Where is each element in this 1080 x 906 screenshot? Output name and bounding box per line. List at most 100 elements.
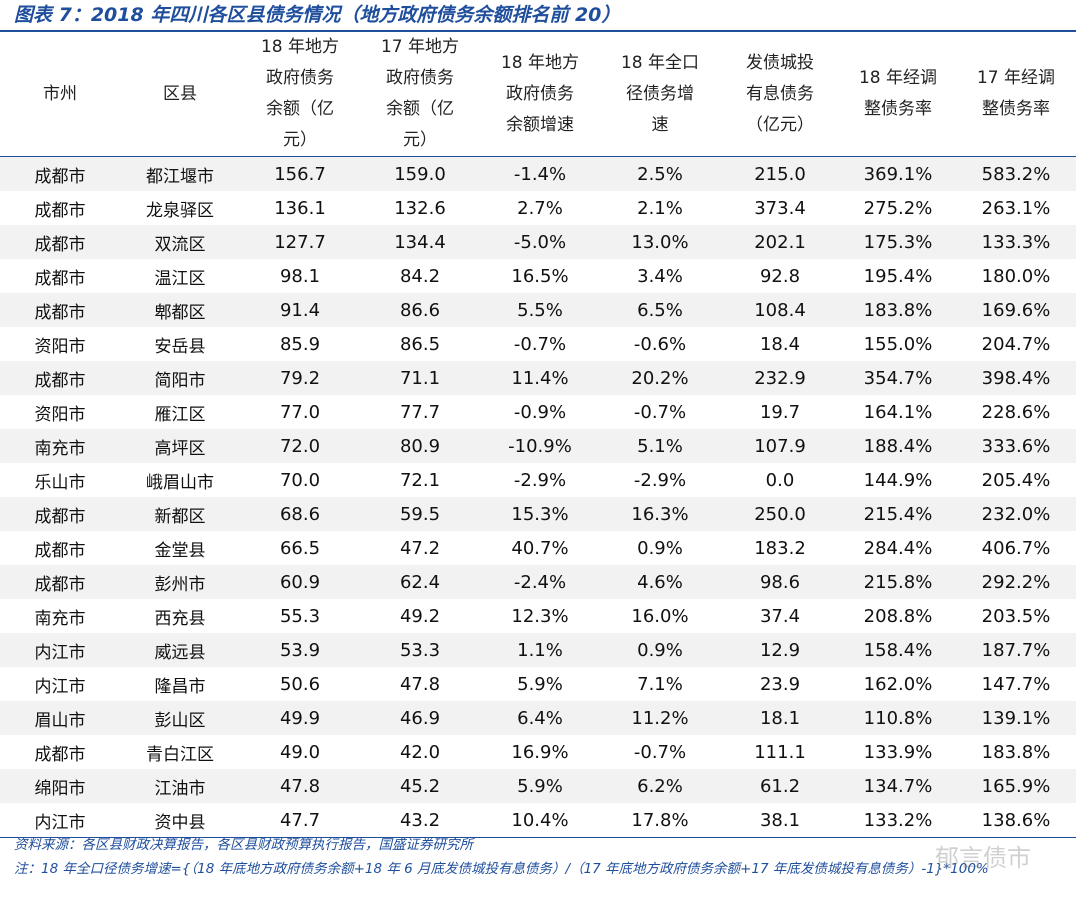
- table-cell: 136.1: [274, 197, 326, 219]
- table-cell: 47.8: [240, 769, 360, 803]
- table-cell: -0.9%: [513, 401, 567, 423]
- table-row: 成都市 青白江区 49.0 42.0 16.9% -0.7% 111.1 133.9% 183.…: [0, 735, 1076, 769]
- table-cell: -2.4%: [480, 565, 600, 599]
- table-cell: 53.3: [360, 633, 480, 667]
- table-cell: 0.9%: [637, 537, 683, 559]
- table-cell: 资阳市: [34, 404, 86, 425]
- table-cell: 98.6: [720, 565, 840, 599]
- table-cell: 165.9%: [956, 769, 1076, 803]
- table-cell: 47.7: [279, 809, 321, 831]
- header-cell: 区县: [120, 31, 240, 157]
- table-cell: 107.9: [720, 429, 840, 463]
- table-row: 资阳市 雁江区 77.0 77.7 -0.9% -0.7% 19.7 164.1% 228.6%: [0, 395, 1076, 429]
- table-cell: 187.7%: [956, 633, 1076, 667]
- table-cell: 成都市: [0, 565, 120, 599]
- debt-table: 市州 区县 18 年地方政府债务余额（亿元） 17 年地方政府债务余额（亿元） 18 年…: [0, 30, 1076, 838]
- table-cell: 175.3%: [840, 225, 956, 259]
- header-text: 18 年地方政府债务余额（亿元）: [260, 37, 340, 150]
- table-row: 眉山市 彭山区 49.9 46.9 6.4% 11.2% 18.1 110.8% 139.1%: [0, 701, 1076, 735]
- table-cell: 134.7%: [840, 769, 956, 803]
- header-cell: 18 年地方政府债务余额（亿元）: [240, 31, 360, 157]
- table-cell: 133.2%: [863, 809, 933, 831]
- table-cell: 简阳市: [120, 361, 240, 395]
- watermark: 郁言债市: [935, 844, 1031, 872]
- table-cell: 峨眉山市: [146, 472, 214, 493]
- header-cell: 发债城投有息债务（亿元）: [720, 31, 840, 157]
- table-cell: -1.4%: [480, 156, 600, 191]
- table-cell: 110.8%: [840, 701, 956, 735]
- table-cell: 159.0: [360, 156, 480, 191]
- table-cell: 86.5: [399, 333, 441, 355]
- table-cell: 43.2: [399, 809, 441, 831]
- table-cell: 16.0%: [631, 605, 689, 627]
- table-cell: 169.6%: [956, 293, 1076, 327]
- table-cell: 284.4%: [863, 537, 933, 559]
- table-cell: 72.1: [399, 469, 441, 491]
- table-cell: 98.1: [279, 265, 321, 287]
- table-cell: 绵阳市: [0, 769, 120, 803]
- table-cell: 49.2: [399, 605, 441, 627]
- table-cell: 40.7%: [511, 537, 569, 559]
- table-cell: 温江区: [154, 268, 206, 289]
- table-row: 内江市 隆昌市 50.6 47.8 5.9% 7.1% 23.9 162.0% 147.7%: [0, 667, 1076, 701]
- table-cell: 138.6%: [981, 809, 1051, 831]
- table-cell: 133.9%: [863, 741, 933, 763]
- table-cell: 155.0%: [863, 333, 933, 355]
- table-cell: 80.9: [360, 429, 480, 463]
- table-cell: 215.4%: [840, 497, 956, 531]
- table-cell: 133.3%: [956, 225, 1076, 259]
- table-cell: 18.4: [759, 333, 801, 355]
- table-cell: 16.5%: [511, 265, 569, 287]
- table-row: 成都市 郫都区 91.4 86.6 5.5% 6.5% 108.4 183.8% 169.6%: [0, 293, 1076, 327]
- table-cell: 205.4%: [981, 469, 1051, 491]
- table-cell: 11.2%: [600, 701, 720, 735]
- table-cell: 12.3%: [511, 605, 569, 627]
- table-cell: 5.1%: [600, 429, 720, 463]
- table-cell: 5.9%: [480, 769, 600, 803]
- table-cell: 228.6%: [981, 401, 1051, 423]
- table-cell: 10.4%: [511, 809, 569, 831]
- table-cell: 84.2: [399, 265, 441, 287]
- table-cell: 0.9%: [600, 633, 720, 667]
- table-cell: 232.0%: [956, 497, 1076, 531]
- table-body: 成都市 都江堰市 156.7 159.0 -1.4% 2.5% 215.0 369.1% 583…: [0, 156, 1076, 838]
- header-text: 区县: [163, 83, 197, 104]
- table-row: 成都市 简阳市 79.2 71.1 11.4% 20.2% 232.9 354.7% 398.4…: [0, 361, 1076, 395]
- table-cell: 91.4: [240, 293, 360, 327]
- table-row: 成都市 都江堰市 156.7 159.0 -1.4% 2.5% 215.0 369.1% 583…: [0, 156, 1076, 191]
- header-cell: 18 年地方政府债务余额增速: [480, 31, 600, 157]
- header-text: 17 年经调整债务率: [976, 68, 1056, 119]
- table-cell: 成都市: [34, 268, 86, 289]
- table-row: 成都市 彭州市 60.9 62.4 -2.4% 4.6% 98.6 215.8% 292.2%: [0, 565, 1076, 599]
- table-cell: 彭州市: [120, 565, 240, 599]
- table-cell: 2.7%: [517, 197, 563, 219]
- header-text: 18 年地方政府债务余额增速: [500, 52, 580, 135]
- header-text: 18 年全口径债务增速: [620, 52, 700, 135]
- table-cell: 92.8: [759, 265, 801, 287]
- table-cell: 208.8%: [863, 605, 933, 627]
- table-cell: 47.2: [399, 537, 441, 559]
- table-cell: 0.0: [765, 469, 795, 491]
- table-cell: 17.8%: [631, 809, 689, 831]
- table-cell: 6.5%: [600, 293, 720, 327]
- table-cell: 369.1%: [840, 156, 956, 191]
- table-cell: 18.1: [720, 701, 840, 735]
- table-row: 南充市 高坪区 72.0 80.9 -10.9% 5.1% 107.9 188.4% 333.6…: [0, 429, 1076, 463]
- table-cell: 49.9: [240, 701, 360, 735]
- table-cell: 333.6%: [956, 429, 1076, 463]
- table-cell: 204.7%: [981, 333, 1051, 355]
- table-cell: 406.7%: [981, 537, 1051, 559]
- table-cell: 183.8%: [840, 293, 956, 327]
- table-row: 成都市 金堂县 66.5 47.2 40.7% 0.9% 183.2 284.4% 406.7%: [0, 531, 1076, 565]
- table-cell: 双流区: [120, 225, 240, 259]
- table-cell: 成都市: [34, 200, 86, 221]
- table-cell: 250.0: [720, 497, 840, 531]
- table-cell: 3.4%: [637, 265, 683, 287]
- table-row: 绵阳市 江油市 47.8 45.2 5.9% 6.2% 61.2 134.7% 165.9%: [0, 769, 1076, 803]
- header-row: 市州 区县 18 年地方政府债务余额（亿元） 17 年地方政府债务余额（亿元） 18 年…: [0, 31, 1076, 157]
- table-cell: 23.9: [759, 673, 801, 695]
- table-cell: 乐山市: [34, 472, 86, 493]
- table-cell: 19.7: [759, 401, 801, 423]
- table-cell: 232.9: [720, 361, 840, 395]
